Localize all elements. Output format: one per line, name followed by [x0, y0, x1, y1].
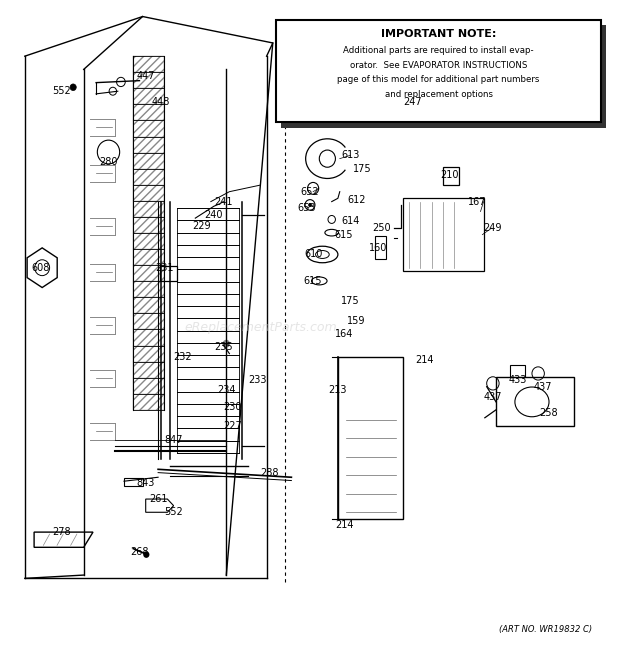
Text: 613: 613 [341, 150, 360, 161]
Text: 843: 843 [136, 477, 155, 488]
Text: 552: 552 [53, 86, 71, 97]
Text: 214: 214 [335, 520, 353, 531]
Text: 447: 447 [136, 71, 155, 81]
Text: 230: 230 [223, 401, 242, 412]
Circle shape [143, 551, 149, 558]
Text: 213: 213 [329, 385, 347, 395]
Text: orator.  See EVAPORATOR INSTRUCTIONS: orator. See EVAPORATOR INSTRUCTIONS [350, 61, 528, 70]
Text: 288: 288 [260, 467, 279, 478]
Bar [443, 167, 459, 185]
Circle shape [70, 84, 76, 91]
Text: 437: 437 [484, 391, 502, 402]
Text: 241: 241 [214, 196, 232, 207]
Text: 167: 167 [468, 196, 487, 207]
Text: 615: 615 [335, 229, 353, 240]
Text: 210: 210 [440, 170, 459, 180]
Text: eReplacementParts.com: eReplacementParts.com [184, 321, 337, 334]
Text: Additional parts are required to install evap-: Additional parts are required to install… [343, 46, 534, 56]
Text: 233: 233 [248, 375, 267, 385]
Text: 159: 159 [347, 315, 366, 326]
Text: 229: 229 [192, 221, 211, 231]
Text: 448: 448 [152, 97, 171, 108]
Text: page of this model for additional part numbers: page of this model for additional part n… [337, 75, 540, 85]
Text: 552: 552 [164, 507, 183, 518]
Text: 250: 250 [372, 223, 391, 233]
Text: 608: 608 [31, 262, 50, 273]
Text: 261: 261 [149, 494, 167, 504]
Text: 615: 615 [304, 276, 322, 286]
Text: 234: 234 [217, 385, 236, 395]
Bar [510, 365, 525, 377]
Text: 231: 231 [155, 262, 174, 273]
Text: 235: 235 [214, 342, 232, 352]
Bar [350, 60, 414, 111]
Text: 258: 258 [539, 408, 558, 418]
Text: IMPORTANT NOTE:: IMPORTANT NOTE: [381, 29, 497, 40]
Text: 652: 652 [301, 186, 319, 197]
Text: 610: 610 [304, 249, 322, 260]
Text: 240: 240 [205, 210, 223, 220]
Circle shape [223, 340, 230, 348]
Bar [375, 236, 386, 259]
Text: 247: 247 [403, 97, 422, 108]
Text: 847: 847 [164, 434, 183, 445]
Text: 249: 249 [484, 223, 502, 233]
Bar [281, 25, 606, 128]
Text: 278: 278 [53, 527, 71, 537]
Text: and replacement options: and replacement options [384, 90, 493, 99]
Text: 175: 175 [341, 295, 360, 306]
Bar [338, 357, 403, 519]
Text: 614: 614 [341, 216, 360, 227]
Text: 227: 227 [223, 421, 242, 432]
Text: 214: 214 [415, 355, 434, 366]
Text: 164: 164 [335, 329, 353, 339]
Text: 280: 280 [99, 157, 118, 167]
Text: 612: 612 [347, 194, 366, 205]
Bar [496, 377, 574, 426]
Text: 433: 433 [508, 375, 527, 385]
Bar [124, 478, 143, 486]
Bar [160, 266, 177, 281]
Text: 160: 160 [369, 243, 388, 253]
Bar [276, 20, 601, 122]
Text: 232: 232 [174, 352, 192, 362]
Text: 175: 175 [353, 163, 372, 174]
Text: 268: 268 [130, 547, 149, 557]
Text: 653: 653 [298, 203, 316, 214]
Text: 437: 437 [533, 381, 552, 392]
Bar [403, 198, 484, 271]
Text: (ART NO. WR19832 C): (ART NO. WR19832 C) [499, 625, 592, 634]
Circle shape [308, 203, 312, 207]
